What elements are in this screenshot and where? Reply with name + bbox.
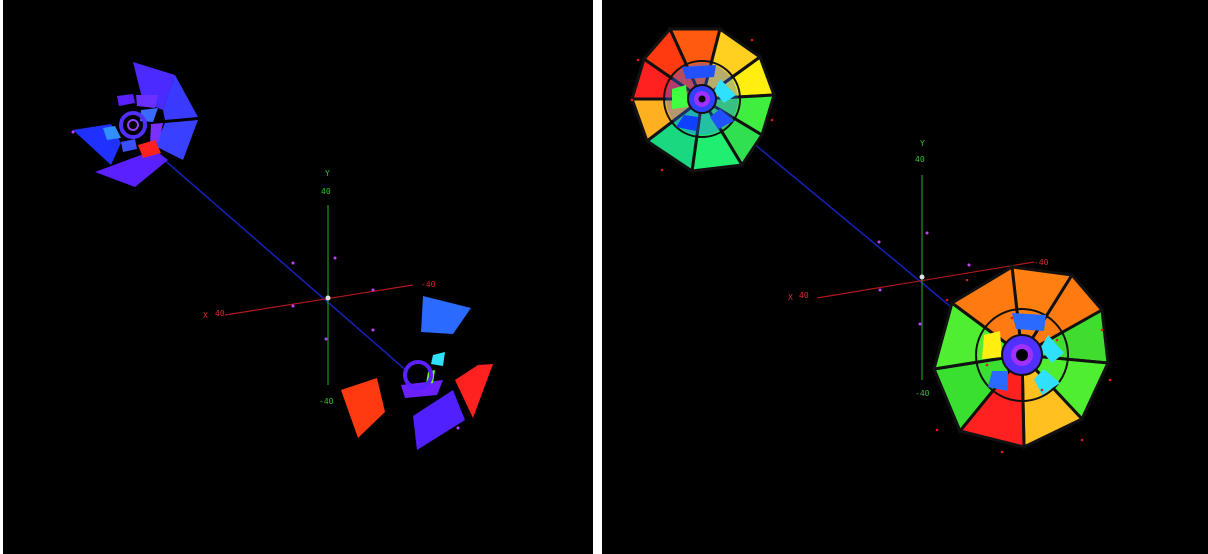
hit-point <box>1080 438 1084 442</box>
hit-point <box>636 58 640 62</box>
y-axis-name: Y <box>325 169 330 178</box>
detector-module <box>1034 369 1060 395</box>
detector-module <box>672 85 688 109</box>
hit-point <box>660 168 664 172</box>
detector-module <box>676 115 698 131</box>
detector-inner-ring <box>119 111 147 139</box>
detector-module <box>682 65 716 79</box>
detector-inner-ring <box>127 119 139 131</box>
x-axis-name: X <box>788 293 793 302</box>
hit-point <box>71 130 75 134</box>
hit-point <box>630 98 634 102</box>
hit-point <box>333 256 337 260</box>
y-axis-neg-label: -40 <box>915 389 930 398</box>
hit-point <box>371 288 375 292</box>
hit-point <box>877 240 881 244</box>
x-axis-line <box>816 261 1035 299</box>
hit-point <box>291 304 295 308</box>
y-axis-neg-label: -40 <box>319 397 334 406</box>
detector-ring <box>663 60 741 138</box>
hit-markers <box>877 231 971 326</box>
detector-module <box>714 79 736 103</box>
detector-module <box>117 94 135 106</box>
detector-ring <box>975 308 1069 402</box>
detector-module <box>103 126 121 140</box>
detector-module <box>710 109 734 129</box>
hit-point <box>878 288 882 292</box>
hit-point <box>925 231 929 235</box>
hit-point <box>965 278 969 282</box>
detector-module <box>95 150 168 187</box>
hit-point <box>1040 388 1044 392</box>
left-3d-canvas[interactable]: X 40 -40 Y 40 -40 <box>3 0 593 554</box>
y-axis-name: Y <box>920 139 925 148</box>
hit-point <box>1010 316 1014 320</box>
detector-module <box>163 75 198 120</box>
lower-detector-disk <box>931 264 1111 450</box>
y-axis-pos-label: 40 <box>915 155 925 164</box>
detector-module <box>455 364 493 418</box>
hit-point <box>918 322 922 326</box>
hit-point <box>985 363 989 367</box>
detector-wedge <box>949 264 1024 359</box>
x-axis-pos-label: 40 <box>215 309 225 318</box>
detector-module <box>982 331 1002 359</box>
red-hit-cloud <box>630 38 1112 454</box>
detector-beam-hole <box>698 95 706 103</box>
origin-marker <box>325 295 331 301</box>
detector-beam-hole <box>1016 349 1028 361</box>
hit-point <box>1055 338 1059 342</box>
hit-markers <box>71 130 460 430</box>
detector-module <box>341 378 385 438</box>
detector-module <box>988 371 1008 391</box>
right-event-display[interactable]: X 40 -40 Y 40 -40 <box>602 0 1208 554</box>
hit-point <box>1100 328 1104 332</box>
detector-module <box>136 95 158 108</box>
upper-detector-disk <box>73 62 198 187</box>
detector-module <box>155 120 198 160</box>
x-axis-pos-label: 40 <box>799 291 809 300</box>
origin-marker <box>919 274 925 280</box>
x-axis-neg-label: -40 <box>1034 258 1049 267</box>
y-axis-pos-label: 40 <box>321 187 331 196</box>
hit-point <box>291 261 295 265</box>
hit-point <box>371 328 375 332</box>
detector-module <box>421 296 471 334</box>
hit-point <box>1000 450 1004 454</box>
hit-point <box>967 263 971 267</box>
right-3d-canvas[interactable]: X 40 -40 Y 40 -40 <box>602 0 1208 554</box>
hit-point <box>324 337 328 341</box>
hit-point <box>1108 378 1112 382</box>
detector-module <box>150 123 163 144</box>
detector-module <box>431 352 445 366</box>
hit-point <box>935 428 939 432</box>
lower-detector-disk <box>341 296 493 450</box>
detector-module <box>121 139 137 152</box>
hit-point <box>456 426 460 430</box>
left-event-display[interactable]: X 40 -40 Y 40 -40 <box>3 0 593 554</box>
detector-module <box>138 140 161 158</box>
detector-inner-ring <box>403 360 433 390</box>
hit-point <box>770 118 774 122</box>
detector-module <box>1012 313 1046 331</box>
hit-point <box>945 298 949 302</box>
detector-module <box>413 390 465 450</box>
x-axis-name: X <box>203 311 208 320</box>
x-axis-line <box>224 284 414 316</box>
detector-module <box>1040 335 1064 363</box>
hit-point <box>750 38 754 42</box>
x-axis-neg-label: -40 <box>421 280 436 289</box>
beam-axis-line <box>152 149 409 373</box>
upper-detector-disk <box>629 26 777 174</box>
